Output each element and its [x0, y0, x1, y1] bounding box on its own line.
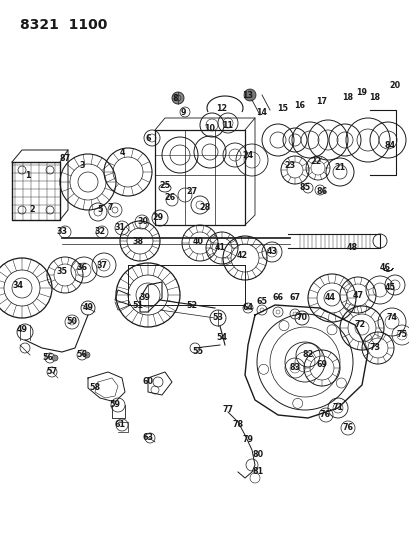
Text: 8: 8 [172, 93, 178, 102]
Text: 54: 54 [216, 334, 227, 343]
Text: 83: 83 [289, 364, 300, 373]
Text: 34: 34 [12, 280, 23, 289]
Text: 5: 5 [97, 206, 103, 214]
Text: 29: 29 [152, 214, 163, 222]
Text: 75: 75 [396, 330, 407, 340]
Text: 70: 70 [296, 313, 307, 322]
Text: 56: 56 [43, 353, 53, 362]
Text: 9: 9 [180, 108, 185, 117]
Text: 85: 85 [299, 183, 310, 192]
Text: 80: 80 [252, 450, 263, 459]
Text: 12: 12 [216, 103, 227, 112]
Text: 33: 33 [56, 228, 67, 237]
Text: 72: 72 [353, 320, 365, 329]
Text: 46: 46 [379, 263, 389, 272]
Text: 11: 11 [222, 120, 233, 130]
Text: 52: 52 [186, 301, 197, 310]
Text: 8321  1100: 8321 1100 [20, 18, 107, 32]
Text: 59: 59 [109, 400, 120, 409]
Text: 47: 47 [352, 290, 363, 300]
Text: 18: 18 [369, 93, 380, 101]
Circle shape [84, 352, 90, 358]
Text: 16: 16 [294, 101, 305, 109]
Text: 55: 55 [192, 348, 203, 357]
Text: 21: 21 [334, 164, 345, 173]
Text: 41: 41 [214, 244, 225, 253]
Text: 42: 42 [236, 251, 247, 260]
Text: 40: 40 [192, 238, 203, 246]
Text: 18: 18 [342, 93, 353, 101]
Text: 15: 15 [277, 103, 288, 112]
Text: 73: 73 [369, 343, 380, 352]
Text: 77: 77 [222, 406, 233, 415]
Text: 37: 37 [96, 261, 107, 270]
Text: 79: 79 [242, 435, 253, 445]
Text: 6: 6 [145, 133, 151, 142]
Text: 49: 49 [82, 303, 93, 312]
Text: 3: 3 [79, 160, 85, 169]
Text: 26: 26 [164, 193, 175, 203]
Text: 4: 4 [119, 148, 124, 157]
Text: 64: 64 [242, 303, 253, 312]
Text: 39: 39 [139, 294, 150, 303]
Text: 76: 76 [319, 410, 330, 419]
Text: 17: 17 [316, 96, 327, 106]
Text: 84: 84 [384, 141, 395, 149]
Text: 24: 24 [242, 150, 253, 159]
Text: 61: 61 [114, 421, 125, 430]
Text: 67: 67 [289, 294, 300, 303]
Text: 71: 71 [332, 403, 343, 413]
Text: 53: 53 [212, 313, 223, 322]
Text: 86: 86 [316, 188, 327, 197]
Text: 87: 87 [59, 154, 70, 163]
Text: 74: 74 [386, 313, 397, 322]
Text: 25: 25 [159, 181, 170, 190]
Text: 50: 50 [66, 318, 77, 327]
Text: 13: 13 [242, 91, 253, 100]
Text: 32: 32 [94, 228, 105, 237]
Text: 57: 57 [46, 367, 57, 376]
Text: 2: 2 [29, 206, 35, 214]
Circle shape [172, 92, 184, 104]
Text: 78: 78 [232, 421, 243, 430]
Text: 35: 35 [56, 268, 67, 277]
Text: 51: 51 [132, 301, 143, 310]
Text: 14: 14 [256, 108, 267, 117]
Text: 69: 69 [316, 360, 327, 369]
Text: 7: 7 [107, 204, 112, 213]
Text: 10: 10 [204, 124, 215, 133]
Text: 38: 38 [132, 238, 143, 246]
Text: 58: 58 [89, 384, 100, 392]
Text: 36: 36 [76, 263, 87, 272]
Circle shape [243, 89, 255, 101]
Text: 56: 56 [76, 351, 87, 359]
Text: 28: 28 [199, 204, 210, 213]
Text: 82: 82 [302, 351, 313, 359]
Text: 1: 1 [25, 171, 31, 180]
Text: 44: 44 [324, 294, 335, 303]
Text: 30: 30 [137, 217, 148, 227]
Text: 20: 20 [389, 80, 400, 90]
Text: 66: 66 [272, 294, 283, 303]
Text: 31: 31 [114, 223, 125, 232]
Text: 43: 43 [266, 247, 277, 256]
Text: 65: 65 [256, 297, 267, 306]
Text: 76: 76 [342, 424, 353, 432]
Text: 45: 45 [384, 284, 395, 293]
Text: 60: 60 [142, 377, 153, 386]
Text: 63: 63 [142, 433, 153, 442]
Text: 22: 22 [310, 157, 321, 166]
Text: 49: 49 [16, 326, 27, 335]
Text: 23: 23 [284, 160, 295, 169]
Text: 27: 27 [186, 188, 197, 197]
Circle shape [52, 355, 58, 361]
Text: 48: 48 [346, 244, 357, 253]
Text: 19: 19 [356, 87, 366, 96]
Text: 81: 81 [252, 467, 263, 477]
